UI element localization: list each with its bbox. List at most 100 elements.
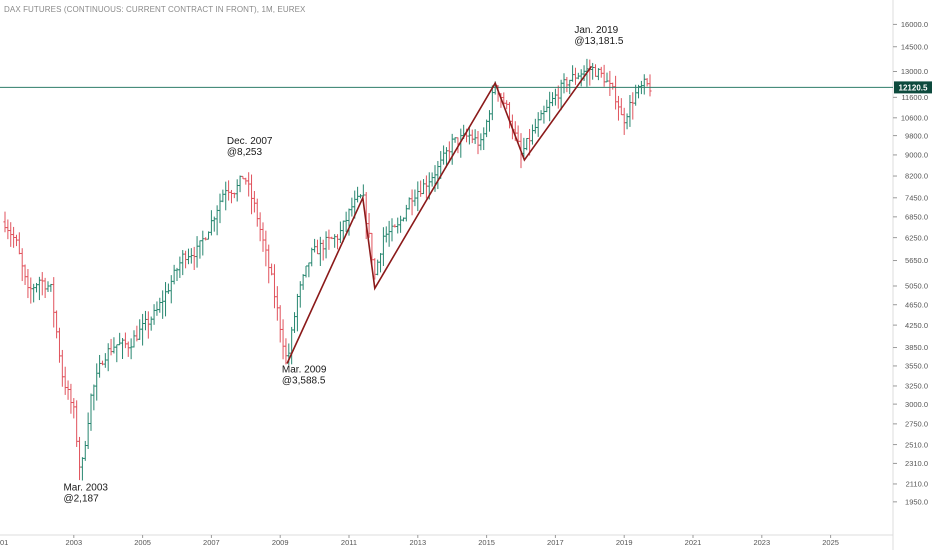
- price-bar: [135, 325, 139, 342]
- price-bar: [115, 344, 119, 363]
- y-tick-label: 5050.0: [905, 282, 928, 291]
- price-bar: [55, 310, 59, 339]
- y-tick-label: 2510.0: [905, 440, 928, 449]
- price-bar: [258, 212, 262, 242]
- x-tick-label: 2021: [685, 538, 702, 547]
- price-bar: [232, 192, 236, 199]
- price-bar: [238, 175, 242, 193]
- price-bar: [272, 264, 277, 309]
- price-bar: [270, 263, 274, 276]
- price-bar: [158, 297, 162, 313]
- price-bar: [553, 88, 557, 106]
- price-bar: [487, 110, 492, 132]
- y-tick-label: 7450.0: [905, 193, 928, 202]
- annotation-date: Jan. 2019: [574, 25, 618, 36]
- price-bar: [163, 282, 168, 317]
- price-bar: [23, 264, 27, 286]
- price-bar: [307, 262, 311, 278]
- price-bar: [77, 436, 82, 481]
- price-bar: [281, 319, 285, 360]
- price-bar: [636, 84, 641, 99]
- price-bar: [43, 277, 47, 298]
- price-bar: [267, 244, 271, 284]
- price-bar: [241, 175, 245, 180]
- price-bar: [611, 82, 615, 90]
- price-bar: [304, 265, 308, 278]
- price-level-layer: 12120.5: [0, 81, 932, 94]
- price-bar: [201, 230, 205, 256]
- price-bar: [255, 198, 259, 227]
- price-bar: [169, 275, 173, 304]
- price-bar: [421, 179, 426, 195]
- price-bar: [576, 72, 580, 80]
- y-tick-label: 10600.0: [901, 114, 928, 123]
- annotation-price: @2,187: [63, 493, 99, 504]
- current-price-label-bg: [894, 81, 932, 94]
- price-bar: [596, 68, 600, 81]
- price-bar: [384, 226, 388, 243]
- price-bar: [376, 259, 380, 276]
- price-bar: [178, 256, 182, 278]
- price-bar: [149, 316, 153, 331]
- price-bar: [29, 277, 33, 304]
- price-bar: [571, 65, 575, 82]
- price-bar: [616, 95, 621, 121]
- price-bar: [218, 193, 222, 224]
- price-bar: [419, 180, 423, 197]
- price-bar: [146, 311, 150, 339]
- price-bar: [20, 248, 24, 282]
- price-bar: [396, 217, 400, 234]
- y-tick-label: 14500.0: [901, 42, 928, 51]
- x-tick-label: 2009: [272, 538, 289, 547]
- x-axis[interactable]: 2003 2005 2007 2009 2011 2013 2015 2017 2019 2021…: [0, 535, 839, 547]
- price-bar: [17, 232, 21, 255]
- y-tick-label: 4650.0: [905, 300, 928, 309]
- price-bar: [206, 231, 211, 240]
- x-tick-label-edge: 01: [0, 538, 8, 547]
- price-bar: [229, 189, 234, 204]
- annotation-2: Dec. 2007@8,253: [227, 136, 273, 158]
- price-bar: [605, 72, 609, 83]
- price-bar: [404, 204, 408, 222]
- price-bar: [350, 197, 354, 217]
- x-tick-label: 2013: [409, 538, 426, 547]
- price-bar: [212, 216, 216, 232]
- price-bar: [453, 137, 457, 143]
- price-bar: [92, 384, 96, 411]
- price-bar: [86, 412, 90, 450]
- price-bar: [378, 253, 383, 273]
- price-bar: [548, 91, 552, 122]
- price-bar: [645, 78, 649, 87]
- price-bar: [413, 189, 417, 207]
- y-tick-label: 9000.0: [905, 151, 928, 160]
- price-bar: [565, 76, 569, 93]
- price-bars-layer: [3, 58, 652, 481]
- price-bar: [602, 64, 606, 87]
- price-bar: [109, 338, 113, 356]
- price-bar: [295, 293, 299, 332]
- y-tick-label: 2750.0: [905, 420, 928, 429]
- y-tick-label: 9800.0: [905, 131, 928, 140]
- price-bar: [634, 84, 638, 106]
- price-bar: [80, 457, 84, 481]
- price-bar: [155, 301, 159, 316]
- price-bar: [292, 312, 297, 333]
- price-bar: [161, 290, 165, 319]
- price-bar: [209, 210, 213, 236]
- annotation-price: @8,253: [227, 147, 263, 158]
- price-bar: [631, 92, 635, 120]
- price-bar: [26, 269, 30, 299]
- price-bar: [126, 341, 130, 357]
- annotation-price: @3,588.5: [282, 375, 326, 386]
- y-axis[interactable]: 1950.0 2110.0 2310.0 2510.0 2750.0 3000.0 3250…: [893, 20, 928, 507]
- price-bar: [12, 226, 16, 248]
- price-bar: [401, 217, 406, 222]
- price-bar: [361, 184, 365, 197]
- price-bar: [333, 234, 337, 248]
- y-tick-label: 2110.0: [906, 480, 928, 489]
- price-bar: [204, 237, 208, 241]
- price-bar: [143, 310, 148, 331]
- price-bar: [172, 264, 176, 285]
